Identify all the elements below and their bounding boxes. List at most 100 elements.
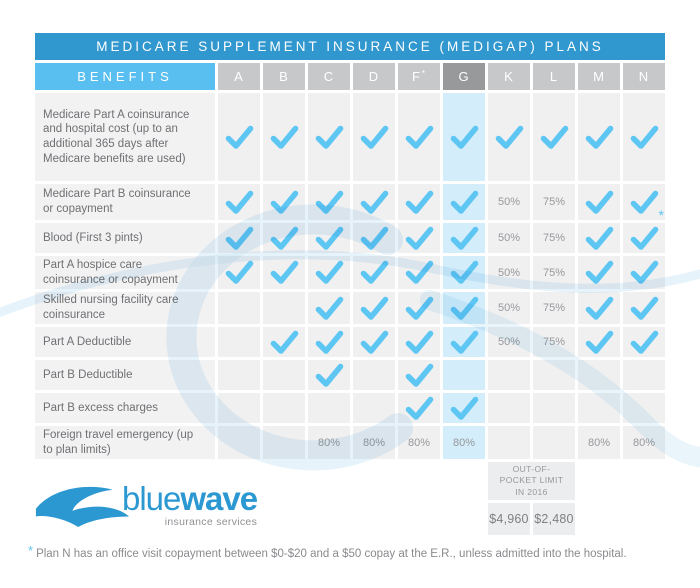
oop-label-line: OUT-OF- [512,463,551,474]
plan-cell [353,184,395,220]
check-icon [270,330,298,354]
plan-cell [353,223,395,253]
plan-cell [623,223,665,253]
plan-cell [353,327,395,357]
plan-cell [443,393,485,423]
check-icon [315,190,343,214]
plan-cell [263,292,305,324]
plan-cell [443,360,485,390]
check-icon [450,296,478,320]
row-label: Skilled nursing facility care coinsuranc… [35,292,215,324]
plan-cell [578,256,620,289]
plan-cell [533,360,575,390]
plan-cell [578,184,620,220]
row-label: Foreign travel emergency (up to plan lim… [35,426,215,459]
check-icon [585,260,613,284]
plan-cell: 75% [533,184,575,220]
check-icon [495,125,523,149]
plan-cell [578,223,620,253]
plan-cell [263,93,305,181]
check-icon [585,125,613,149]
plan-cell [488,426,530,459]
check-icon [270,260,298,284]
plan-cell [218,93,260,181]
plan-cell [578,393,620,423]
check-icon [405,260,433,284]
plan-cell [578,292,620,324]
check-icon [405,296,433,320]
plan-cell [623,393,665,423]
plan-cell: * [623,184,665,223]
cell-percentage: 75% [542,336,566,348]
cell-percentage: 50% [497,336,521,348]
plan-cell [623,327,665,357]
plan-cell: 50% [488,327,530,357]
cell-percentage: 80% [407,436,431,449]
check-icon [585,330,613,354]
check-icon [360,330,388,354]
cell-percentage: 50% [497,266,521,279]
oop-value-plan-k: $4,960 [488,503,530,535]
check-icon [540,125,568,149]
check-icon [630,330,658,354]
check-icon [360,296,388,320]
check-icon [585,296,613,320]
column-header-l: L [533,63,575,90]
plan-cell [488,393,530,423]
plan-cell [263,327,305,357]
plan-cell [533,426,575,459]
column-header-m: M [578,63,620,90]
plan-cell [443,256,485,289]
plan-cell [263,184,305,220]
cell-percentage: 80% [317,436,341,449]
plan-cell [533,393,575,423]
row-label: Part B excess charges [35,393,215,423]
plan-cell [578,327,620,357]
cell-percentage: 80% [362,436,386,449]
check-icon [450,190,478,214]
plan-cell [218,223,260,253]
page-title: MEDICARE SUPPLEMENT INSURANCE (MEDIGAP) … [35,33,665,60]
check-icon [585,226,613,250]
column-header-b: B [263,63,305,90]
plan-cell [263,393,305,423]
plans-table: BENEFITS A B C D F * G K L M N Medicare Part A coins… [35,63,665,459]
plan-cell [353,292,395,324]
oop-label-line: POCKET LIMIT [499,475,564,486]
check-icon [450,396,478,420]
plan-cell [443,292,485,324]
plan-cell [578,93,620,181]
check-icon [405,190,433,214]
cell-percentage: 50% [497,196,521,208]
check-icon [360,260,388,284]
check-icon [585,190,613,214]
plan-cell [398,93,440,181]
cell-percentage: 75% [542,232,566,244]
check-icon [315,330,343,354]
column-header-d: D [353,63,395,90]
plan-cell [398,223,440,253]
plan-cell [218,184,260,220]
check-icon [315,296,343,320]
plan-cell [443,223,485,253]
plan-cell: 50% [488,223,530,253]
plan-cell [218,256,260,289]
check-icon [630,226,658,250]
plan-cell [263,256,305,289]
plan-cell [218,393,260,423]
plan-cell: 50% [488,184,530,220]
plan-cell: 80% [308,426,350,459]
check-icon [630,296,658,320]
plan-cell [263,360,305,390]
check-icon [225,190,253,214]
check-icon [405,226,433,250]
out-of-pocket-label: OUT-OF- POCKET LIMIT IN 2016 [488,462,575,500]
plan-cell [218,292,260,324]
check-icon [630,260,658,284]
plan-cell: 80% [398,426,440,459]
plan-cell [308,393,350,423]
plan-cell: 80% [623,426,665,459]
plan-cell [353,93,395,181]
check-icon [225,226,253,250]
plan-cell [218,426,260,459]
